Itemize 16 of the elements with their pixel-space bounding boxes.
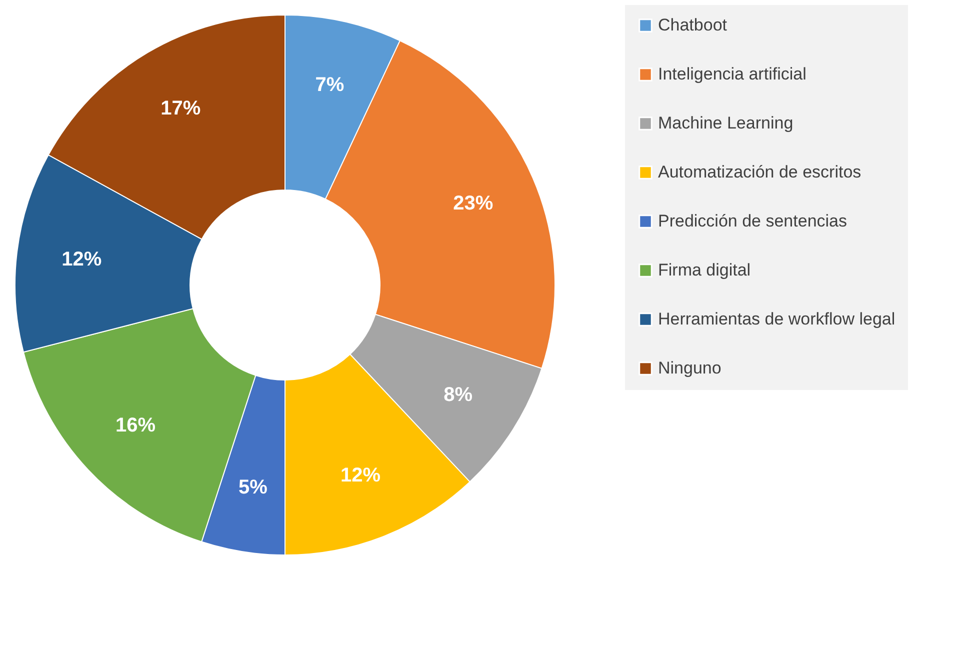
data-label: 17% bbox=[160, 98, 201, 120]
legend-label: Automatización de escritos bbox=[658, 162, 862, 182]
data-label: 8% bbox=[444, 384, 473, 406]
legend-label: Chatboot bbox=[658, 16, 728, 34]
data-label: 12% bbox=[62, 248, 102, 270]
legend-label: Machine Learning bbox=[658, 114, 794, 132]
data-label: 23% bbox=[453, 192, 494, 215]
legend-label: Firma digital bbox=[658, 260, 751, 280]
legend-label: Ninguno bbox=[658, 358, 722, 378]
data-label: 16% bbox=[116, 414, 156, 436]
data-label: 12% bbox=[340, 464, 381, 487]
data-label: 5% bbox=[238, 476, 268, 498]
data-label: 7% bbox=[315, 74, 344, 96]
legend-label: Predicción de sentencias bbox=[658, 212, 848, 230]
legend-label: Inteligencia artificial bbox=[658, 64, 806, 84]
legend-label: Herramientas de workflow legal bbox=[658, 310, 896, 328]
